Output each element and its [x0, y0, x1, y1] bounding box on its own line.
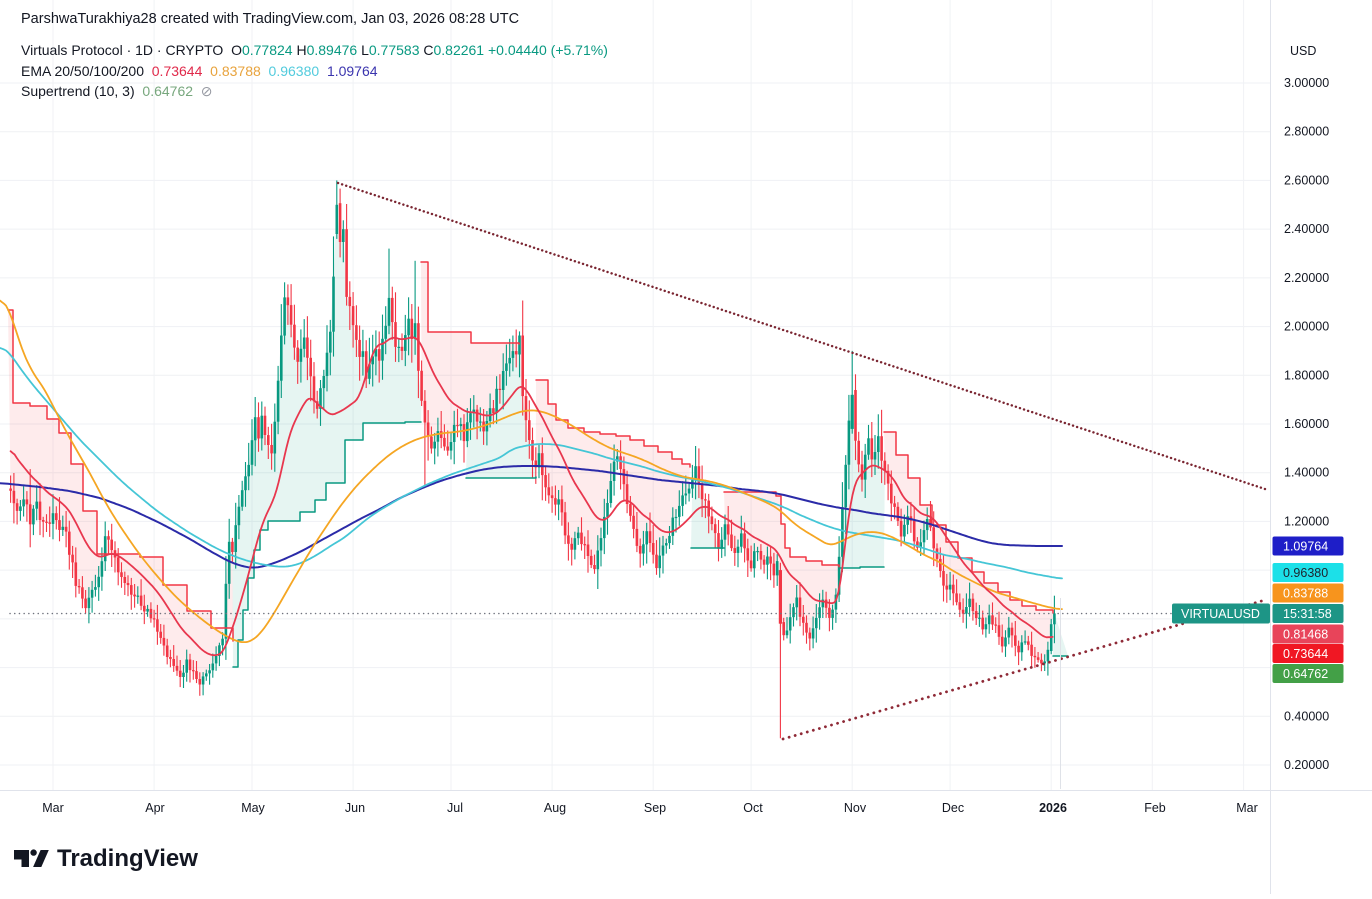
svg-text:Oct: Oct	[743, 801, 763, 815]
svg-text:VIRTUALUSD: VIRTUALUSD	[1181, 607, 1260, 621]
svg-text:Aug: Aug	[544, 801, 566, 815]
svg-text:3.00000: 3.00000	[1284, 76, 1329, 90]
svg-text:2026: 2026	[1039, 801, 1067, 815]
svg-text:Jun: Jun	[345, 801, 365, 815]
svg-text:15:31:58: 15:31:58	[1283, 607, 1332, 621]
svg-text:Dec: Dec	[942, 801, 964, 815]
svg-text:0.73644: 0.73644	[1283, 647, 1328, 661]
svg-text:1.40000: 1.40000	[1284, 466, 1329, 480]
svg-text:0.96380: 0.96380	[1283, 566, 1328, 580]
svg-text:1.60000: 1.60000	[1284, 417, 1329, 431]
svg-text:2.80000: 2.80000	[1284, 125, 1329, 139]
svg-text:0.20000: 0.20000	[1284, 758, 1329, 772]
svg-text:Mar: Mar	[42, 801, 64, 815]
svg-text:2.60000: 2.60000	[1284, 173, 1329, 187]
svg-text:May: May	[241, 801, 265, 815]
svg-text:2.20000: 2.20000	[1284, 271, 1329, 285]
svg-text:Supertrend (10, 3) 0.64762 ⊘: Supertrend (10, 3) 0.64762 ⊘	[21, 83, 213, 99]
svg-text:1.80000: 1.80000	[1284, 368, 1329, 382]
svg-text:Mar: Mar	[1236, 801, 1258, 815]
svg-text:2.40000: 2.40000	[1284, 222, 1329, 236]
svg-text:0.83788: 0.83788	[1283, 587, 1328, 601]
svg-text:2.00000: 2.00000	[1284, 320, 1329, 334]
svg-text:Virtuals Protocol · 1D · CRYPT: Virtuals Protocol · 1D · CRYPTO O0.77824…	[21, 42, 608, 58]
svg-text:Apr: Apr	[145, 801, 164, 815]
svg-text:TradingView: TradingView	[57, 845, 198, 872]
svg-text:Sep: Sep	[644, 801, 666, 815]
svg-text:0.40000: 0.40000	[1284, 709, 1329, 723]
svg-text:Jul: Jul	[447, 801, 463, 815]
svg-text:1.20000: 1.20000	[1284, 514, 1329, 528]
svg-text:0.81468: 0.81468	[1283, 628, 1328, 642]
svg-text:Nov: Nov	[844, 801, 867, 815]
svg-text:0.64762: 0.64762	[1283, 667, 1328, 681]
svg-text:EMA 20/50/100/200 0.73644 0.: EMA 20/50/100/200 0.73644 0.83788 0.9638…	[21, 63, 378, 79]
svg-text:ParshwaTurakhiya28 created wit: ParshwaTurakhiya28 created with TradingV…	[21, 11, 519, 27]
svg-text:1.09764: 1.09764	[1283, 540, 1328, 554]
svg-text:Feb: Feb	[1144, 801, 1166, 815]
svg-text:USD: USD	[1290, 44, 1316, 58]
